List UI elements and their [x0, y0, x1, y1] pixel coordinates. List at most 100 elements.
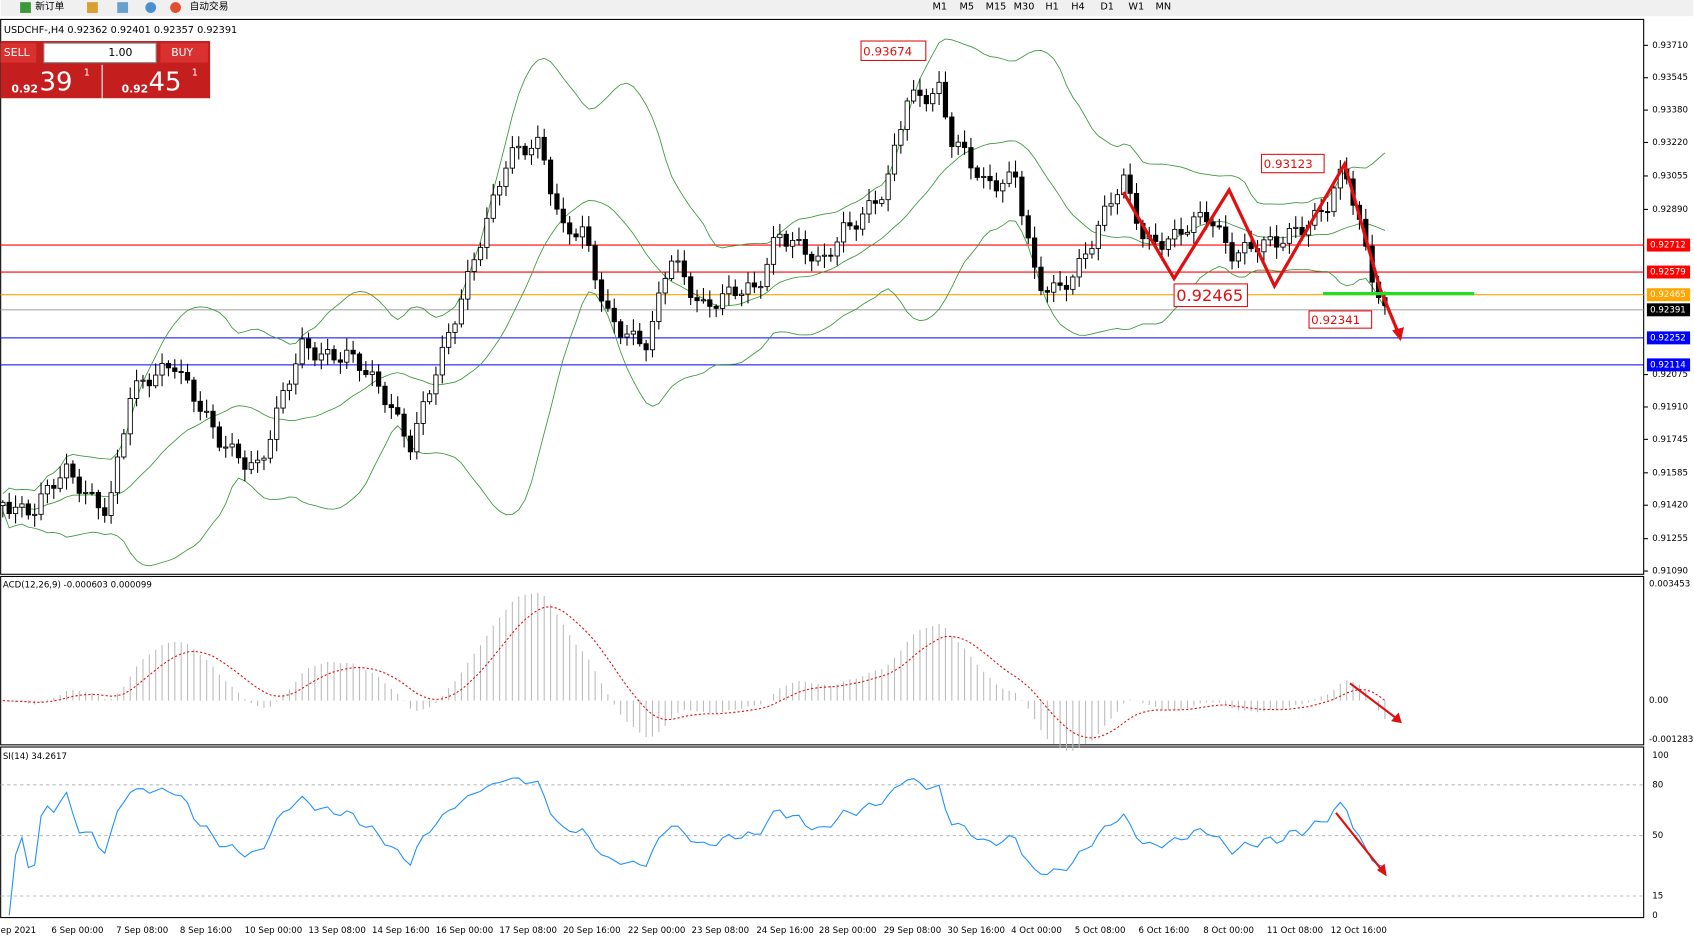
- candle-body: [764, 263, 770, 288]
- candle-body: [726, 286, 732, 295]
- sell-price-frac[interactable]: 1: [84, 67, 90, 78]
- new-order-icon[interactable]: [20, 2, 31, 13]
- buy-price-big[interactable]: 0.92: [122, 83, 149, 96]
- candle-body: [911, 89, 917, 102]
- candle-body: [414, 422, 420, 453]
- timeframe[interactable]: D1: [1100, 1, 1114, 12]
- candle-body: [700, 299, 707, 302]
- candle-body: [802, 239, 808, 255]
- candle-body: [840, 222, 847, 243]
- sell-price-pips[interactable]: 39: [40, 68, 73, 98]
- candle-body: [1197, 211, 1203, 218]
- candle-body: [1229, 242, 1235, 262]
- price-annotation-box: [1173, 283, 1249, 308]
- candle-body: [426, 393, 433, 403]
- candle-body: [675, 260, 681, 263]
- candle-body: [560, 208, 566, 224]
- candle-body: [828, 254, 834, 257]
- candle-body: [618, 321, 624, 338]
- time-tick: 16 Sep 00:00: [436, 926, 494, 936]
- new-order[interactable]: 新订单: [35, 0, 64, 12]
- time-tick: 29 Sep 08:00: [884, 926, 942, 936]
- timeframe[interactable]: M5: [960, 1, 975, 12]
- timeframe[interactable]: M15: [986, 1, 1007, 12]
- candle-body: [108, 492, 114, 516]
- lot-value[interactable]: 1.00: [108, 46, 132, 59]
- candle-body: [1063, 284, 1070, 290]
- level-label: 0.92465: [1650, 290, 1686, 300]
- candle-body: [376, 371, 382, 387]
- sell-button[interactable]: [0, 43, 37, 63]
- time-tick: 12 Oct 16:00: [1331, 926, 1387, 936]
- candle-body: [579, 226, 586, 238]
- candle-body: [369, 371, 375, 375]
- macd-tick: -0.001283: [1649, 735, 1693, 745]
- candle-body: [57, 477, 63, 489]
- time-tick: 10 Sep 00:00: [245, 926, 303, 936]
- buy-label[interactable]: BUY: [171, 46, 193, 59]
- timeframe[interactable]: H4: [1071, 1, 1084, 12]
- candle-body: [1216, 225, 1222, 228]
- candle-body: [777, 233, 783, 239]
- candle-body: [719, 293, 726, 309]
- candle-body: [216, 426, 222, 448]
- candle-body: [51, 484, 57, 489]
- candle-body: [146, 379, 152, 387]
- candle-body: [942, 81, 949, 118]
- candle-body: [739, 293, 745, 296]
- candle-body: [356, 353, 363, 371]
- timeframe[interactable]: M1: [933, 1, 948, 12]
- time-tick: 20 Sep 16:00: [563, 926, 621, 936]
- sell-label[interactable]: SELL: [4, 46, 30, 59]
- candle-body: [866, 200, 872, 215]
- price-tick: 0.93220: [1652, 138, 1688, 148]
- candle-body: [1235, 252, 1242, 262]
- level-label: 0.92712: [1650, 241, 1686, 251]
- tool-icon[interactable]: [87, 2, 98, 13]
- timeframe[interactable]: H1: [1045, 1, 1058, 12]
- candle-body: [1121, 174, 1127, 196]
- tool-icon[interactable]: [145, 2, 157, 13]
- candle-body: [554, 193, 560, 210]
- timeframe[interactable]: M30: [1014, 1, 1035, 12]
- buy-price-pips[interactable]: 45: [149, 68, 182, 98]
- candle-body: [267, 438, 273, 459]
- candle-body: [707, 299, 713, 307]
- price-annotation: 0.93123: [1264, 157, 1313, 171]
- candle-body: [83, 491, 89, 494]
- candle-body: [32, 513, 38, 516]
- candle-body: [159, 363, 165, 376]
- candle-body: [471, 259, 477, 272]
- candle-body: [949, 116, 955, 148]
- auto-trading-icon[interactable]: [170, 2, 181, 13]
- macd-tick: 0.003453: [1649, 580, 1690, 590]
- buy-price-frac[interactable]: 1: [192, 67, 198, 78]
- time-tick: 11 Oct 08:00: [1267, 926, 1323, 936]
- candle-body: [1012, 171, 1019, 178]
- candle-body: [165, 363, 172, 369]
- candle-body: [261, 457, 267, 461]
- candle-body: [433, 374, 439, 395]
- tool-icon[interactable]: [117, 2, 129, 13]
- candle-body: [981, 175, 987, 178]
- lot-input[interactable]: [43, 42, 157, 64]
- candle-body: [961, 141, 968, 148]
- candle-body: [656, 292, 662, 322]
- auto-trading[interactable]: 自动交易: [190, 0, 229, 12]
- candle-body: [133, 380, 140, 399]
- candle-body: [70, 463, 76, 478]
- price-tick: 0.92890: [1652, 205, 1688, 215]
- buy-button[interactable]: [160, 43, 208, 63]
- candle-body: [1089, 248, 1095, 255]
- level-box: [1646, 288, 1691, 302]
- candle-body: [337, 359, 343, 363]
- price-tick: 0.91255: [1652, 534, 1688, 544]
- timeframe[interactable]: W1: [1128, 1, 1144, 12]
- rsi-panel: [0, 746, 1645, 919]
- sell-price-big[interactable]: 0.92: [11, 83, 38, 96]
- timeframe[interactable]: MN: [1155, 1, 1171, 12]
- candle-body: [547, 159, 554, 195]
- price-tick: 0.91745: [1652, 435, 1688, 445]
- candle-body: [312, 347, 318, 361]
- rsi-tick: 100: [1652, 751, 1668, 761]
